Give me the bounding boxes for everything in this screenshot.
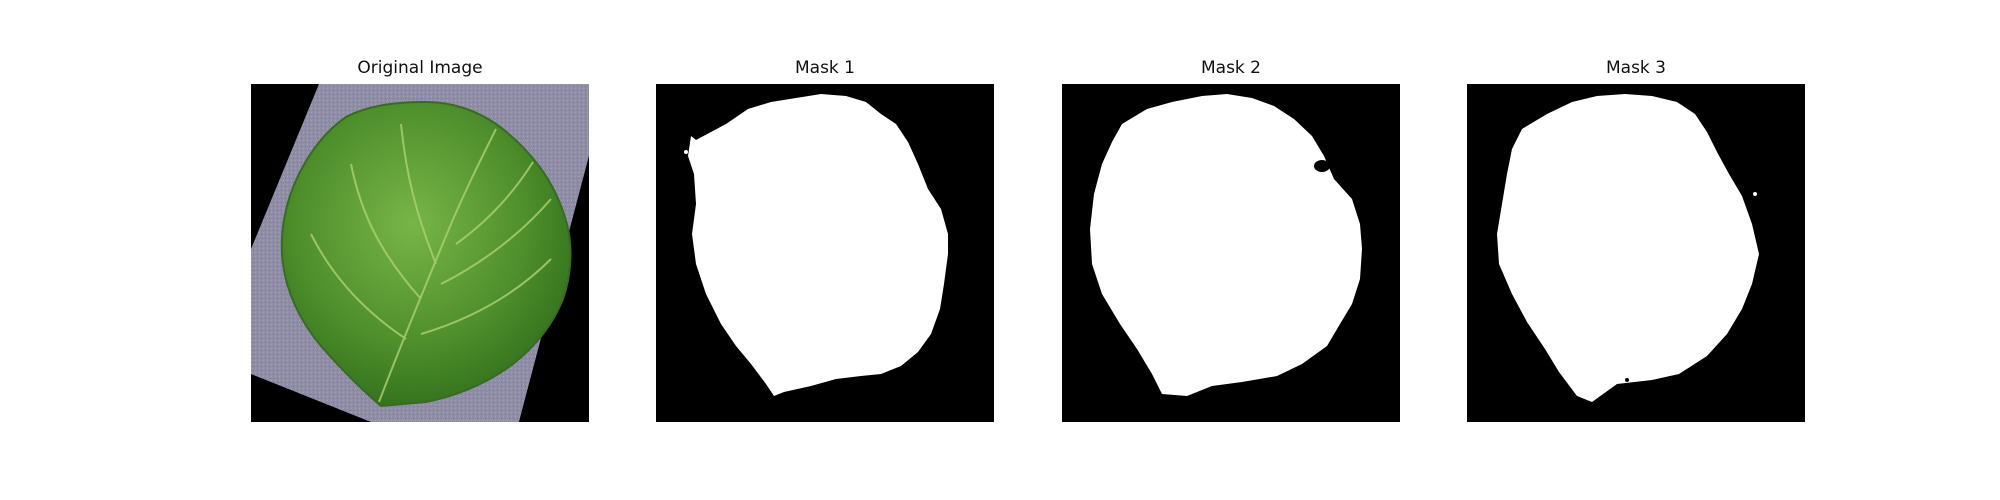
mask-1-region	[688, 94, 948, 396]
mask-1-image	[656, 84, 994, 422]
mask-1-title: Mask 1	[794, 58, 855, 78]
mask-2-region	[1090, 94, 1362, 396]
mask-2-title: Mask 2	[1200, 58, 1261, 78]
mask-1-panel	[656, 84, 994, 422]
original-image-title: Original Image	[357, 58, 483, 78]
mask-2-hole	[1314, 160, 1330, 172]
original-image	[251, 84, 589, 422]
mask-2-image	[1062, 84, 1400, 422]
leaf-veins	[310, 123, 552, 403]
mask-2-panel	[1062, 84, 1400, 422]
original-image-panel	[251, 84, 589, 422]
mask-3-panel	[1467, 84, 1805, 422]
mask-3-image	[1467, 84, 1805, 422]
mask-3-region	[1497, 94, 1759, 402]
mask-3-title: Mask 3	[1605, 58, 1666, 78]
